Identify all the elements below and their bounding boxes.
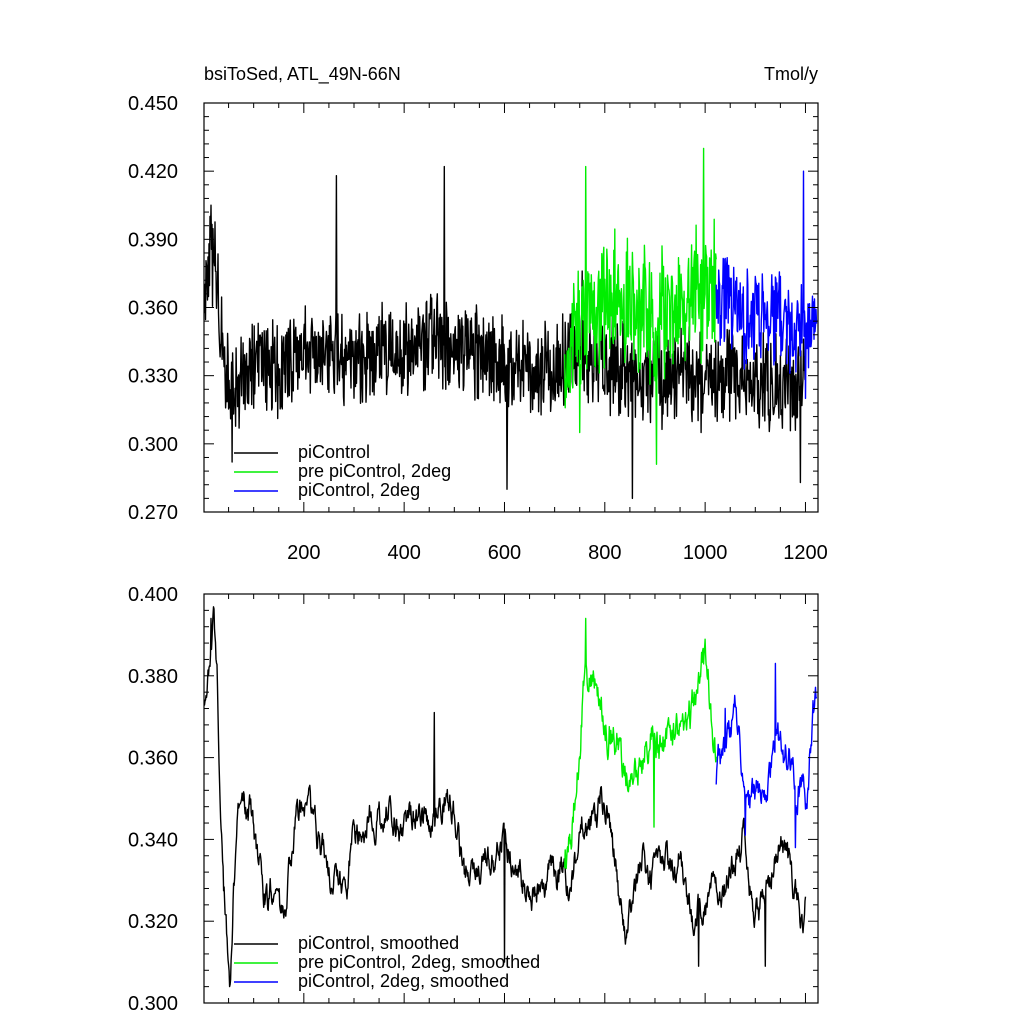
y-tick-label: 0.270 bbox=[128, 502, 178, 524]
tick-marks bbox=[204, 102, 818, 513]
series-line-3 bbox=[715, 170, 818, 400]
x-tick-label: 600 bbox=[488, 542, 521, 564]
series-group bbox=[204, 606, 818, 988]
y-tick-label: 0.360 bbox=[128, 298, 178, 320]
panel-bottom: 0.300 0.320 0.340 0.360 0.380 0.400 piControl,… bbox=[128, 584, 819, 1015]
series-line-2 bbox=[564, 147, 717, 465]
legend-label: piControl, 2deg, smoothed bbox=[298, 971, 509, 991]
y-tick-label: 0.450 bbox=[128, 93, 178, 115]
y-tick-label: 0.390 bbox=[128, 229, 178, 251]
y-tick-label: 0.380 bbox=[128, 666, 178, 688]
panel-top: bsiToSed, ATL_49N-66N Tmol/y 0.270 0.300 0… bbox=[128, 64, 828, 564]
x-tick-label: 1200 bbox=[783, 542, 828, 564]
y-tick-label: 0.400 bbox=[128, 584, 178, 606]
plot-frame bbox=[203, 593, 819, 1004]
legend-label: piControl bbox=[298, 442, 370, 462]
y-tick-label: 0.320 bbox=[128, 911, 178, 933]
x-tick-label: 200 bbox=[287, 542, 320, 564]
tick-marks bbox=[204, 593, 818, 1004]
legend-label: pre piControl, 2deg, smoothed bbox=[298, 952, 540, 972]
y-tick-label: 0.420 bbox=[128, 161, 178, 183]
units-label: Tmol/y bbox=[764, 64, 818, 84]
legend-label: pre piControl, 2deg bbox=[298, 461, 451, 481]
x-tick-label: 800 bbox=[588, 542, 621, 564]
chart-title: bsiToSed, ATL_49N-66N bbox=[204, 64, 401, 85]
series-group bbox=[204, 147, 818, 500]
legend-label: piControl, 2deg bbox=[298, 480, 420, 500]
legend-label: piControl, smoothed bbox=[298, 933, 459, 953]
series-line-1 bbox=[204, 606, 807, 988]
y-tick-label: 0.300 bbox=[128, 434, 178, 456]
x-tick-label: 1000 bbox=[683, 542, 728, 564]
series-line-1 bbox=[204, 165, 807, 500]
x-tick-label: 400 bbox=[387, 542, 420, 564]
y-tick-label: 0.300 bbox=[128, 993, 178, 1015]
series-line-3 bbox=[715, 662, 818, 849]
series-line-2 bbox=[564, 617, 717, 870]
y-tick-label: 0.330 bbox=[128, 366, 178, 388]
y-tick-label: 0.340 bbox=[128, 829, 178, 851]
y-tick-label: 0.360 bbox=[128, 748, 178, 770]
